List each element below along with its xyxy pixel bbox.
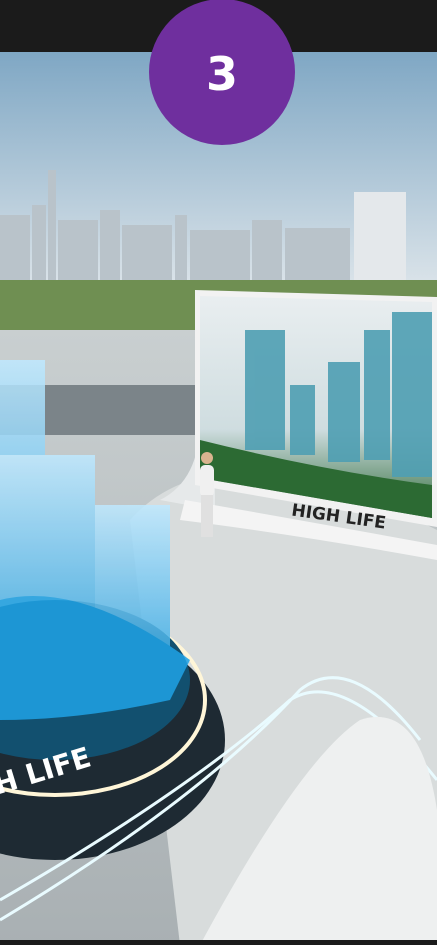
step-number: 3 (206, 47, 238, 101)
figure (200, 452, 214, 537)
hologram (0, 360, 190, 720)
panel-base (180, 500, 437, 560)
white-ramp (200, 716, 437, 945)
bottom-bar (0, 940, 437, 945)
step-badge (149, 0, 295, 145)
photo-panel (195, 290, 437, 527)
